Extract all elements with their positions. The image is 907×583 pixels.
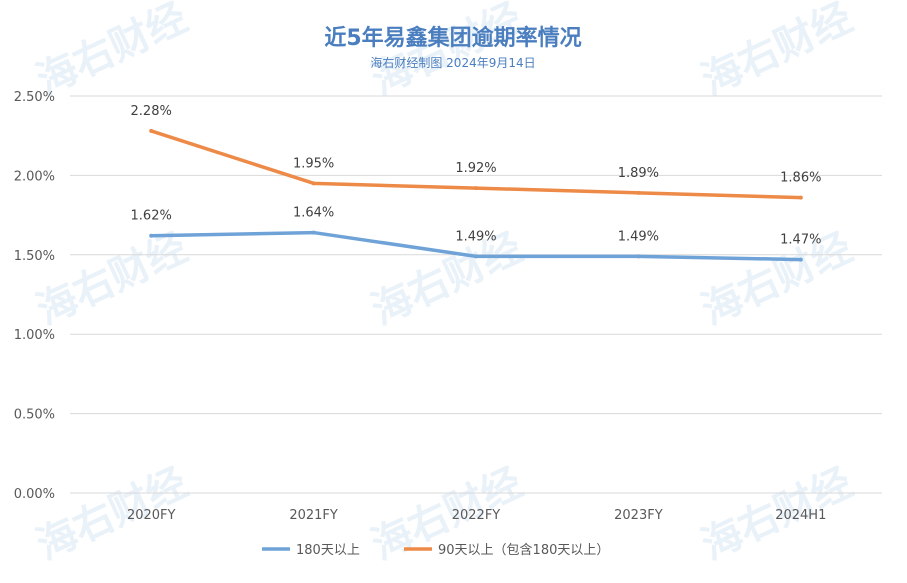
data-point [311, 230, 316, 235]
y-tick-label: 0.50% [14, 408, 55, 423]
data-label: 1.95% [293, 156, 334, 171]
series-layer: 1.62% 1.64% 1.49% 1.49% 1.47% 2.28% 1.95% 1.92%… [131, 104, 821, 262]
chart-title: 近5年易鑫集团逾期率情况 [324, 25, 581, 51]
data-label: 1.49% [618, 229, 659, 244]
watermark-text: 海右财经 [30, 225, 194, 334]
data-point [149, 233, 154, 238]
legend: 180天以上 90天以上（包含180天以上） [262, 542, 609, 558]
data-label: 2.28% [131, 104, 172, 119]
data-point [636, 254, 641, 259]
data-label: 1.47% [780, 233, 821, 248]
x-tick-label: 2022FY [452, 508, 501, 523]
y-axis-ticks: 0.00% 0.50% 1.00% 1.50% 2.00% 2.50% [14, 90, 55, 502]
data-point [474, 254, 478, 259]
data-point [798, 257, 803, 262]
y-tick-label: 0.00% [14, 487, 55, 502]
data-label: 1.62% [131, 209, 172, 224]
y-tick-label: 2.00% [14, 169, 55, 184]
chart-subtitle: 海右财经制图 2024年9月14日 [370, 55, 535, 70]
y-tick-label: 1.50% [14, 249, 55, 264]
data-label: 1.49% [455, 229, 496, 244]
y-tick-label: 2.50% [14, 90, 55, 105]
watermark-text: 海右财经 [30, 0, 194, 104]
x-tick-label: 2021FY [289, 508, 338, 523]
data-point [149, 128, 154, 133]
data-point [636, 190, 641, 195]
data-label: 1.89% [618, 166, 659, 181]
watermark-text: 海右财经 [695, 0, 859, 104]
data-point [311, 181, 316, 186]
data-point [474, 186, 478, 191]
x-tick-label: 2024H1 [775, 508, 826, 523]
data-label: 1.92% [455, 161, 496, 176]
y-tick-label: 1.00% [14, 328, 55, 343]
watermark-text: 海右财经 [365, 0, 529, 104]
x-axis-ticks: 2020FY 2021FY 2022FY 2023FY 2024H1 [127, 508, 826, 523]
data-label: 1.64% [293, 206, 334, 221]
watermark-text: 海右财经 [365, 225, 529, 334]
x-tick-label: 2023FY [614, 508, 663, 523]
watermark-text: 海右财经 [695, 225, 859, 334]
legend-label: 180天以上 [296, 543, 360, 558]
legend-label: 90天以上（包含180天以上） [438, 542, 609, 558]
data-label: 1.86% [780, 171, 821, 186]
data-point [798, 195, 803, 200]
x-tick-label: 2020FY [127, 508, 176, 523]
